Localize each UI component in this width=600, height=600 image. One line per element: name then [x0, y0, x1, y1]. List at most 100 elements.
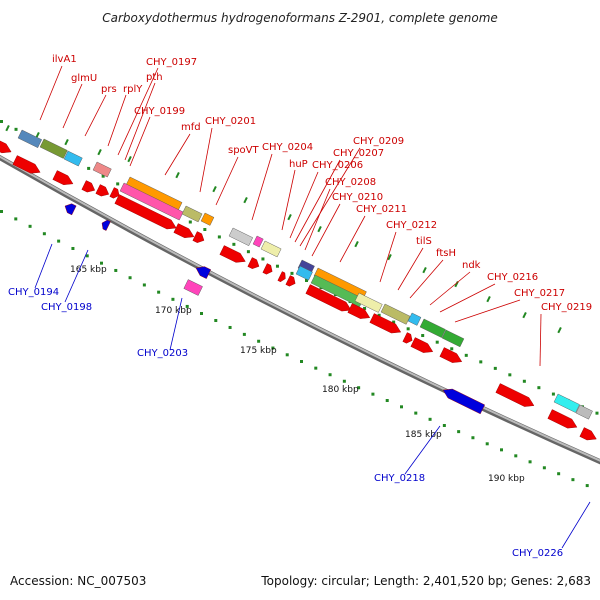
gene-arrow-shape	[101, 219, 111, 231]
gene-label: ndk	[462, 260, 481, 271]
guide-dot	[371, 392, 375, 396]
gene-arrow-shape	[579, 427, 597, 441]
leader-line-forward	[281, 169, 296, 231]
annotation-block	[63, 150, 83, 167]
guide-dot	[479, 360, 483, 364]
guide-dot	[228, 325, 232, 329]
gene-arrow	[347, 303, 371, 319]
guide-dot	[142, 283, 146, 287]
guide-dot	[275, 264, 279, 268]
guide-dot	[585, 484, 589, 488]
guide-dot	[435, 340, 439, 344]
annotation-block-shape	[17, 129, 43, 148]
gene-label: glmU	[71, 73, 97, 84]
guide-dot	[485, 442, 489, 446]
gene-arrow-shape	[495, 383, 535, 407]
gene-arrow	[81, 180, 96, 193]
gene-label: CHY_0203	[137, 348, 188, 359]
annotation-block-shape	[119, 182, 184, 221]
gene-arrow	[579, 427, 597, 441]
guide-dot	[232, 242, 236, 246]
gene-arrow-shape	[285, 275, 296, 287]
gene-arrow	[173, 223, 195, 238]
guide-dot	[0, 210, 3, 213]
tick-label: 175 kbp	[240, 346, 277, 356]
gene-arrow-shape	[195, 266, 212, 279]
annotation-block	[295, 265, 313, 281]
gene-label: prs	[101, 84, 117, 95]
gene-label: CHY_0201	[205, 116, 256, 127]
annotation-block-shape	[575, 404, 593, 420]
leader-line-reverse	[34, 243, 53, 289]
leader-line-forward	[429, 271, 471, 306]
guide-dot	[428, 417, 432, 421]
leader-line-forward	[439, 283, 496, 313]
tick-mark	[557, 327, 562, 334]
guide-dot	[300, 360, 303, 363]
guide-dot	[257, 339, 261, 343]
tick-label: 180 kbp	[322, 385, 359, 395]
gene-arrow	[0, 139, 12, 154]
guide-dot	[242, 332, 246, 336]
forward-gene-labels: ilvA1 glmU prs rplY CHY_0197 pth CHY_019…	[52, 54, 592, 313]
guide-dot	[557, 472, 561, 476]
guide-dot	[100, 261, 103, 265]
leader-line-forward	[199, 127, 213, 193]
guide-dot	[14, 127, 18, 131]
guide-dot	[188, 220, 192, 224]
tick-mark	[5, 125, 10, 132]
tick-mark	[317, 226, 322, 233]
gene-label: ftsH	[436, 248, 456, 259]
guide-dot	[551, 392, 555, 396]
guide-dot	[595, 411, 599, 415]
annotation-block	[441, 329, 465, 348]
guide-dot	[357, 386, 361, 390]
leader-line-forward	[164, 133, 191, 176]
annotation-block-shape	[553, 393, 580, 413]
leader-line-forward	[454, 299, 521, 323]
gene-arrow	[495, 383, 535, 407]
gene-arrow-shape	[305, 284, 352, 312]
annotation-block	[252, 235, 264, 248]
gene-label: CHY_0199	[134, 106, 185, 117]
guide-dot	[246, 250, 250, 254]
gene-arrow-shape	[262, 263, 273, 275]
leader-line-forward	[84, 94, 107, 137]
gene-arrow-shape	[114, 194, 177, 230]
gene-label: CHY_0207	[333, 148, 384, 159]
annotation-block-shape	[228, 227, 254, 246]
guide-dot	[42, 232, 46, 236]
gene-label: pth	[146, 72, 163, 83]
annotation-block	[553, 393, 580, 413]
annotation-block-shape	[295, 265, 313, 281]
gene-arrow	[219, 245, 246, 263]
tick-mark	[243, 197, 248, 204]
leader-line-forward	[117, 67, 159, 156]
guide-dot	[128, 276, 132, 280]
gene-label: CHY_0217	[514, 288, 565, 299]
annotation-block	[17, 129, 43, 148]
guide-dot	[217, 235, 221, 239]
guide-dot	[203, 227, 207, 231]
leader-line-reverse	[404, 425, 441, 475]
gene-label: mfd	[181, 122, 201, 133]
gene-arrow	[305, 284, 352, 312]
annotation-block	[354, 292, 383, 313]
guide-dot	[314, 366, 318, 370]
guide-dot	[214, 319, 218, 323]
leader-line-forward	[294, 159, 341, 243]
tick-marks	[5, 125, 562, 334]
guide-dot	[508, 373, 512, 377]
annotation-block	[380, 303, 411, 325]
gene-arrow	[247, 257, 260, 269]
leader-line-forward	[379, 231, 397, 283]
guide-dot	[493, 366, 497, 370]
tick-label: 165 kbp	[70, 265, 107, 275]
leader-line-forward	[339, 215, 366, 263]
tick-mark	[212, 186, 217, 193]
annotation-block-shape	[419, 318, 446, 338]
tick-mark	[287, 214, 292, 221]
leader-line-reverse	[561, 501, 591, 549]
gene-arrow	[262, 263, 273, 275]
